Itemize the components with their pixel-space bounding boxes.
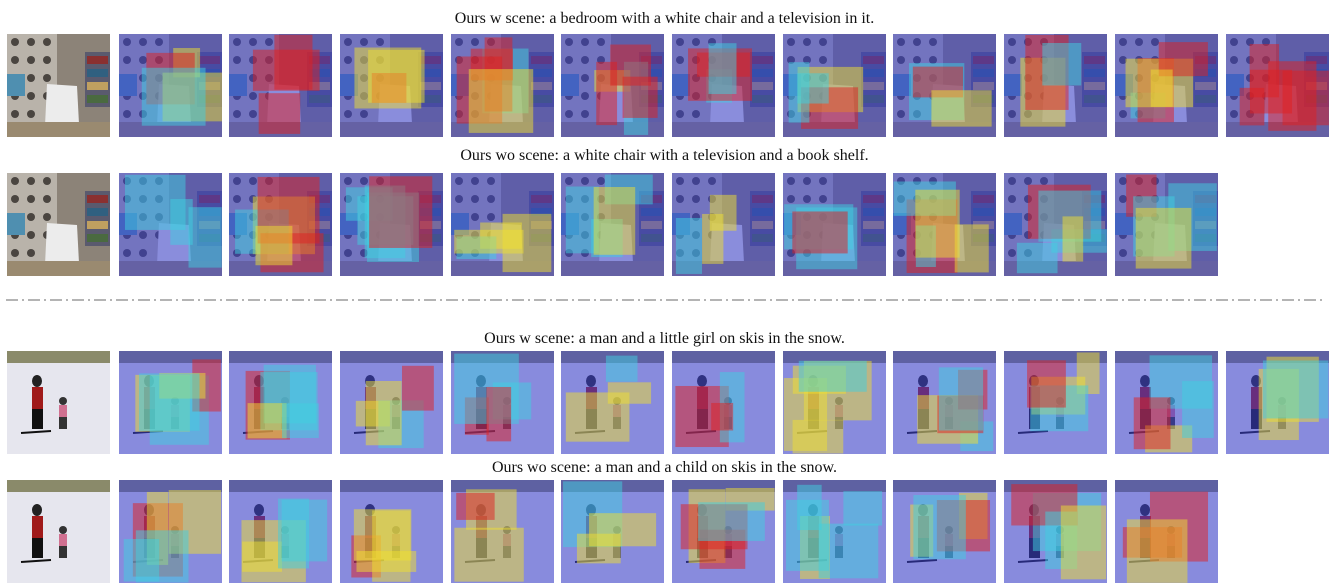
attention-heatmap: [1226, 351, 1329, 454]
attention-heatmap: [893, 173, 996, 276]
attention-heatmap: [340, 173, 443, 276]
attention-heatmap: [119, 351, 222, 454]
attention-heatmap: [119, 173, 222, 276]
attention-heatmap: [783, 173, 886, 276]
attention-heatmap: [561, 480, 664, 583]
attention-heatmap: [340, 34, 443, 137]
attention-heatmap: [1115, 173, 1218, 276]
attention-heatmap: [561, 173, 664, 276]
attention-heatmap: [1004, 480, 1107, 583]
attention-heatmap: [451, 173, 554, 276]
attention-heatmap: [1115, 34, 1218, 137]
attention-heatmap: [561, 351, 664, 454]
row-caption: Ours w scene: a man and a little girl on…: [484, 330, 845, 347]
attention-heatmap: [783, 34, 886, 137]
row-caption: Ours wo scene: a man and a child on skis…: [491, 459, 838, 476]
row-caption: Ours w scene: a bedroom with a white cha…: [454, 10, 875, 27]
attention-heatmap: [893, 351, 996, 454]
attention-heatmap: [451, 351, 554, 454]
attention-heatmap: [340, 480, 443, 583]
attention-heatmap: [119, 480, 222, 583]
thumbnail-row: [0, 173, 1329, 276]
thumbnail-row: [0, 480, 1329, 583]
attention-heatmap: [229, 480, 332, 583]
source-photo: [7, 173, 110, 276]
source-photo: [7, 351, 110, 454]
attention-heatmap: [1115, 351, 1218, 454]
attention-heatmap: [893, 34, 996, 137]
attention-heatmap: [783, 351, 886, 454]
attention-heatmap: [783, 480, 886, 583]
attention-heatmap: [1004, 351, 1107, 454]
attention-heatmap: [229, 351, 332, 454]
source-photo: [7, 34, 110, 137]
thumbnail-row: [0, 34, 1329, 137]
attention-heatmap: [672, 480, 775, 583]
attention-heatmap: [1004, 173, 1107, 276]
thumbnail-row: [0, 351, 1329, 454]
attention-heatmap: [1115, 480, 1218, 583]
attention-heatmap: [229, 34, 332, 137]
attention-heatmap: [229, 173, 332, 276]
attention-heatmap: [672, 351, 775, 454]
attention-heatmap: [451, 34, 554, 137]
attention-heatmap: [561, 34, 664, 137]
row-caption: Ours wo scene: a white chair with a tele…: [460, 147, 869, 164]
attention-heatmap: [672, 173, 775, 276]
source-photo: [7, 480, 110, 583]
attention-heatmap: [451, 480, 554, 583]
section-divider: [6, 299, 1324, 301]
attention-heatmap: [1004, 34, 1107, 137]
attention-heatmap: [119, 34, 222, 137]
attention-heatmap: [1226, 34, 1329, 137]
attention-heatmap: [340, 351, 443, 454]
attention-heatmap: [893, 480, 996, 583]
attention-heatmap: [672, 34, 775, 137]
